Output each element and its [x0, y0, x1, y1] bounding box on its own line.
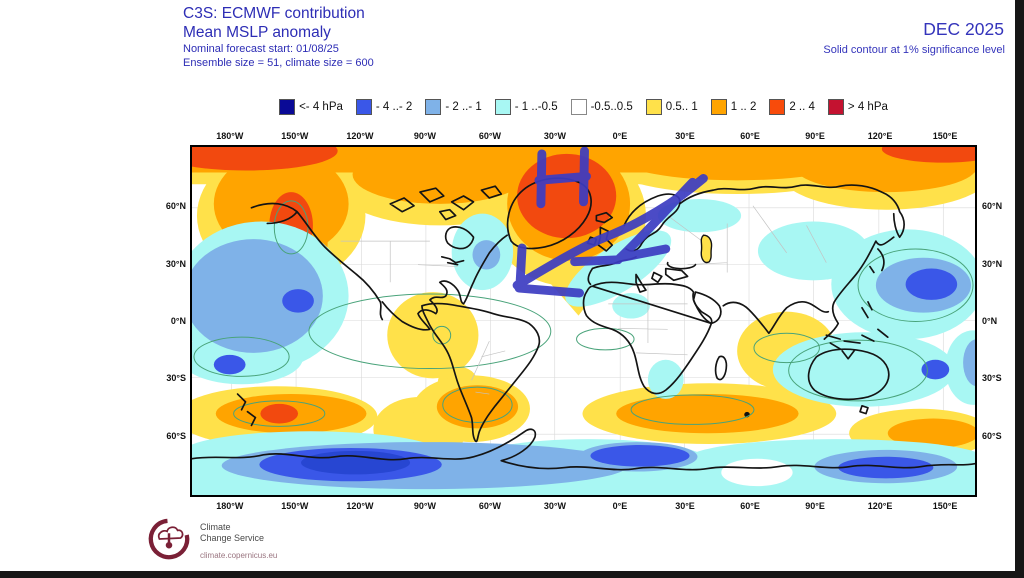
- lon-tick-label: 60°E: [740, 501, 760, 511]
- legend-swatch: [355, 99, 372, 115]
- coastlines: [192, 177, 975, 471]
- legend-swatch: [570, 99, 587, 115]
- legend-label: > 4 hPa: [847, 101, 888, 113]
- lon-tick-label: 150°E: [932, 131, 958, 141]
- legend-item: -0.5..0.5: [570, 99, 633, 115]
- legend-item: - 2 ..- 1: [425, 99, 482, 115]
- legend-swatch: [494, 99, 511, 115]
- lat-labels-right: 60°N 30°N 0°N 30°S 60°S: [982, 145, 1022, 497]
- lon-tick-label: 60°E: [740, 131, 760, 141]
- legend-swatch: [769, 99, 786, 115]
- lon-tick-label: 120°E: [867, 501, 893, 511]
- legend-label: - 4 ..- 2: [375, 101, 413, 113]
- caspian-sea: [700, 234, 713, 264]
- lat-tick-label: 60°S: [982, 430, 1002, 441]
- anomaly-map: [190, 145, 977, 497]
- legend: <- 4 hPa - 4 ..- 2 - 2 ..- 1 - 1 ..-0.5 -0.5…: [190, 99, 977, 115]
- ensemble-line: Ensemble size = 51, climate size = 600: [183, 57, 374, 69]
- arrow-long-barb-right: [514, 283, 584, 298]
- climate-change-service-logo-icon: [148, 518, 190, 560]
- country-borders: [340, 205, 827, 395]
- lon-labels-bottom: 180°W 150°W 120°W 90°W 60°W 30°W 0°E 30°E 60°E 90…: [190, 501, 977, 513]
- lon-labels-top: 180°W 150°W 120°W 90°W 60°W 30°W 0°E 30°E 60°E 90…: [190, 131, 977, 143]
- lat-tick-label: 0°N: [170, 315, 186, 326]
- lon-tick-label: 120°W: [346, 131, 374, 141]
- logo-url: climate.copernicus.eu: [200, 551, 278, 560]
- legend-item: <- 4 hPa: [279, 99, 343, 115]
- lon-tick-label: 120°W: [346, 501, 374, 511]
- lon-tick-label: 90°E: [805, 501, 825, 511]
- lon-tick-label: 30°W: [543, 501, 567, 511]
- page-title: C3S: ECMWF contribution: [183, 5, 365, 22]
- lon-tick-label: 30°E: [675, 501, 695, 511]
- lon-tick-label: 60°W: [478, 501, 501, 511]
- lon-tick-label: 180°W: [216, 131, 244, 141]
- legend-label: -0.5..0.5: [590, 101, 633, 113]
- lon-tick-label: 0°E: [612, 131, 628, 141]
- lon-tick-label: 150°E: [932, 501, 958, 511]
- lat-tick-label: 30°N: [982, 258, 1003, 269]
- legend-label: 1 .. 2: [730, 101, 757, 113]
- legend-label: 0.5.. 1: [665, 101, 698, 113]
- lon-tick-label: 30°W: [543, 131, 567, 141]
- lon-tick-label: 180°W: [216, 501, 244, 511]
- high-symbol-crossbar: [534, 171, 591, 185]
- header-titles: C3S: ECMWF contribution Mean MSLP anomal…: [183, 4, 374, 70]
- lon-tick-label: 90°W: [413, 131, 436, 141]
- lat-tick-label: 30°S: [166, 373, 186, 383]
- legend-label: 2 .. 4: [789, 101, 815, 113]
- lon-tick-label: 90°E: [805, 131, 825, 141]
- lat-tick-label: 30°S: [982, 373, 1002, 383]
- page-subtitle: Mean MSLP anomaly: [183, 24, 331, 41]
- lat-tick-label: 60°N: [165, 201, 186, 212]
- lon-tick-label: 60°W: [478, 131, 501, 141]
- legend-item: 2 .. 4: [769, 99, 815, 115]
- hand-annotations: [512, 147, 708, 298]
- lon-tick-label: 30°E: [675, 131, 695, 141]
- legend-item: - 4 ..- 2: [355, 99, 413, 115]
- anomaly-map-svg: [192, 147, 975, 495]
- copernicus-footer: Climate Change Service climate.copernicu…: [146, 516, 277, 562]
- legend-item: 1 .. 2: [710, 99, 757, 115]
- legend-label: <- 4 hPa: [299, 101, 343, 113]
- logo-text: Climate Change Service climate.copernicu…: [200, 516, 277, 560]
- lat-tick-label: 60°S: [166, 430, 186, 441]
- legend-swatch: [645, 99, 662, 115]
- legend-swatch: [827, 99, 844, 115]
- legend-label: - 2 ..- 1: [445, 101, 482, 113]
- antarctic-deep-core: [301, 450, 411, 475]
- logo-title-line2: Change Service: [200, 533, 265, 543]
- antarctic-white-gap: [721, 458, 793, 487]
- lat-labels-left: 60°N 30°N 0°N 30°S 60°S: [146, 145, 186, 497]
- lon-tick-label: 150°W: [281, 131, 309, 141]
- lon-tick-label: 150°W: [281, 501, 309, 511]
- legend-swatch: [279, 99, 296, 115]
- lon-tick-label: 90°W: [413, 501, 436, 511]
- right-letterbox-bar: [1015, 0, 1024, 578]
- legend-item: - 1 ..-0.5: [494, 99, 558, 115]
- significance-note: Solid contour at 1% significance level: [823, 44, 1005, 56]
- logo-title-line1: Climate: [200, 522, 231, 532]
- legend-swatch: [710, 99, 727, 115]
- lon-tick-label: 120°E: [867, 131, 893, 141]
- forecast-start-line: Nominal forecast start: 01/08/25: [183, 43, 339, 55]
- arrow-long-barb-up: [515, 243, 527, 288]
- arrow-short-shaft: [615, 177, 697, 263]
- legend-swatch: [425, 99, 442, 115]
- lat-tick-label: 30°N: [165, 258, 186, 269]
- legend-item: 0.5.. 1: [645, 99, 698, 115]
- legend-item: > 4 hPa: [827, 99, 888, 115]
- lon-tick-label: 0°E: [612, 501, 628, 511]
- arrow-short-barb: [615, 244, 671, 263]
- arrow-short-tip: [570, 255, 623, 267]
- legend-label: - 1 ..-0.5: [514, 101, 558, 113]
- lat-tick-label: 60°N: [982, 201, 1003, 212]
- lat-tick-label: 0°N: [982, 315, 998, 326]
- valid-date: DEC 2025: [923, 19, 1004, 39]
- bottom-letterbox-bar: [0, 571, 1024, 578]
